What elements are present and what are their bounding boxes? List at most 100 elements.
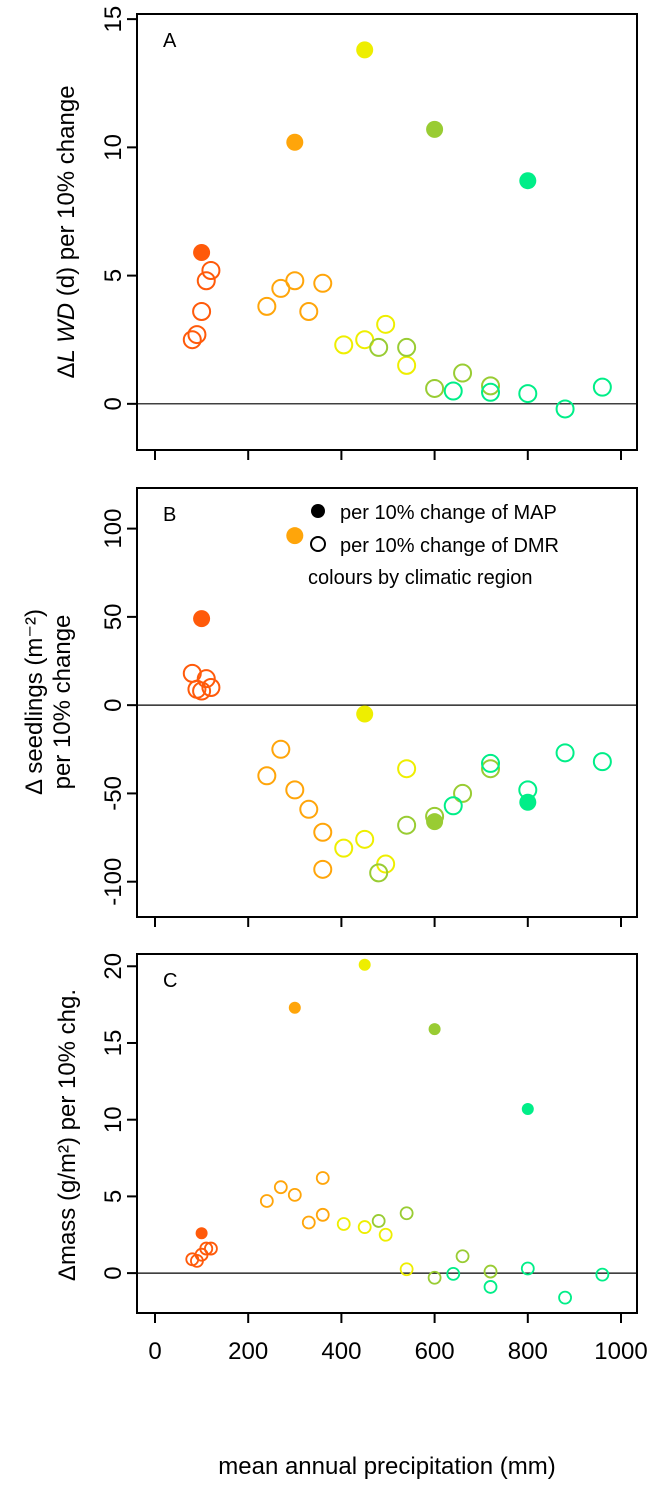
open-point (285, 271, 305, 291)
filled-point (521, 1102, 534, 1115)
filled-point (356, 41, 374, 59)
legend: per 10% change of MAP per 10% change of … (308, 502, 559, 589)
open-point (397, 759, 417, 779)
open-point (287, 1187, 302, 1202)
filled-point (193, 610, 211, 628)
y-tick-label: 10 (100, 1106, 127, 1133)
y-tick-label: 50 (100, 604, 127, 631)
filled-point (358, 958, 371, 971)
y-tick-label: 20 (100, 953, 127, 980)
open-point (483, 1264, 498, 1279)
panel-a: A 0 5 10 15 ΔL WD (d) per 10% change (53, 6, 638, 460)
filled-point (356, 705, 374, 723)
open-point (259, 1194, 274, 1208)
open-point (187, 325, 207, 345)
filled-point (519, 172, 537, 190)
panel-b-y-axis-title-line2: per 10% change (49, 615, 76, 790)
open-point (369, 337, 389, 357)
open-point (397, 815, 417, 835)
panel-a-y-title-suffix: (d) per 10% change (53, 85, 80, 302)
open-point (397, 337, 417, 357)
filled-point (286, 133, 304, 151)
panel-b-label: B (163, 504, 176, 526)
open-point (369, 863, 389, 883)
open-point (257, 766, 277, 786)
open-point (592, 752, 612, 772)
panel-c-plot-frame (136, 953, 638, 1314)
panel-a-label: A (163, 30, 177, 52)
legend-filled-marker-icon (311, 504, 325, 518)
panel-a-y-axis-title: ΔL WD (d) per 10% change (53, 85, 80, 378)
filled-point (286, 527, 304, 545)
panel-a-plot-frame (136, 13, 638, 451)
y-tick-label: 100 (100, 509, 127, 549)
open-point (481, 376, 501, 396)
panel-b-y-axis: -100 -50 0 50 100 (100, 509, 137, 906)
y-tick-label: 15 (100, 1030, 127, 1057)
open-point (301, 1215, 316, 1230)
open-point (201, 677, 221, 697)
legend-filled-label: per 10% change of MAP (340, 502, 557, 524)
legend-open-label: per 10% change of DMR (340, 535, 559, 557)
panel-b: B -100 -50 0 50 100 Δ seedlings (m⁻²) per 10… (21, 487, 638, 927)
panel-b-y-axis-title-line1: Δ seedlings (m⁻²) (21, 609, 48, 795)
filled-point (426, 120, 444, 138)
panel-c-points (185, 958, 610, 1305)
open-point (453, 363, 473, 383)
panel-a-points (182, 41, 612, 419)
open-point (315, 1171, 330, 1185)
open-point (455, 1249, 470, 1264)
open-point (355, 829, 375, 849)
open-point (192, 681, 212, 701)
open-point (378, 1227, 393, 1242)
y-tick-label: 15 (100, 6, 127, 33)
open-point (299, 799, 319, 819)
open-point (334, 838, 354, 858)
x-tick-label: 200 (228, 1338, 268, 1365)
panel-a-x-axis (154, 450, 622, 460)
filled-point (195, 1227, 208, 1240)
open-point (425, 378, 445, 398)
open-point (520, 1261, 535, 1276)
x-tick-label: 800 (508, 1338, 548, 1365)
legend-open-marker-icon (310, 536, 326, 552)
panel-b-points (182, 527, 612, 883)
legend-colour-note: colours by climatic region (308, 567, 533, 589)
open-point (313, 859, 333, 879)
open-point (453, 783, 473, 803)
open-point (397, 355, 417, 375)
panel-c-y-axis-title: Δmass (g/m²) per 10% chg. (54, 989, 81, 1281)
x-tick-label: 400 (321, 1338, 361, 1365)
open-point (481, 753, 501, 773)
open-point (196, 669, 216, 689)
panel-b-plot-frame (136, 487, 638, 918)
open-point (192, 302, 212, 322)
filled-point (288, 1001, 301, 1014)
open-point (518, 780, 538, 800)
x-tick-label: 600 (415, 1338, 455, 1365)
open-point (204, 1241, 218, 1256)
open-point (555, 399, 575, 419)
open-point (199, 1241, 214, 1256)
open-point (336, 1217, 351, 1231)
panel-c-x-axis: 0 200 400 600 800 1000 (148, 1313, 648, 1365)
open-point (357, 1220, 372, 1234)
open-point (558, 1290, 572, 1305)
panel-a-y-title-prefix: Δ (53, 363, 80, 379)
open-point (371, 1214, 386, 1228)
open-point (271, 739, 291, 759)
y-tick-label: 0 (100, 397, 127, 410)
open-point (399, 1262, 414, 1277)
open-point (595, 1267, 610, 1282)
open-point (299, 302, 319, 322)
y-tick-label: 10 (100, 134, 127, 161)
open-point (427, 1270, 442, 1285)
panel-c-y-axis: 0 5 10 15 20 (100, 953, 137, 1280)
open-point (555, 743, 575, 763)
panel-a-y-title-italic: L WD (53, 303, 80, 363)
y-tick-label: -100 (100, 858, 127, 906)
panel-a-y-axis: 0 5 10 15 (100, 6, 137, 411)
y-tick-label: 5 (100, 269, 127, 282)
open-point (376, 314, 396, 334)
open-point (313, 273, 333, 293)
